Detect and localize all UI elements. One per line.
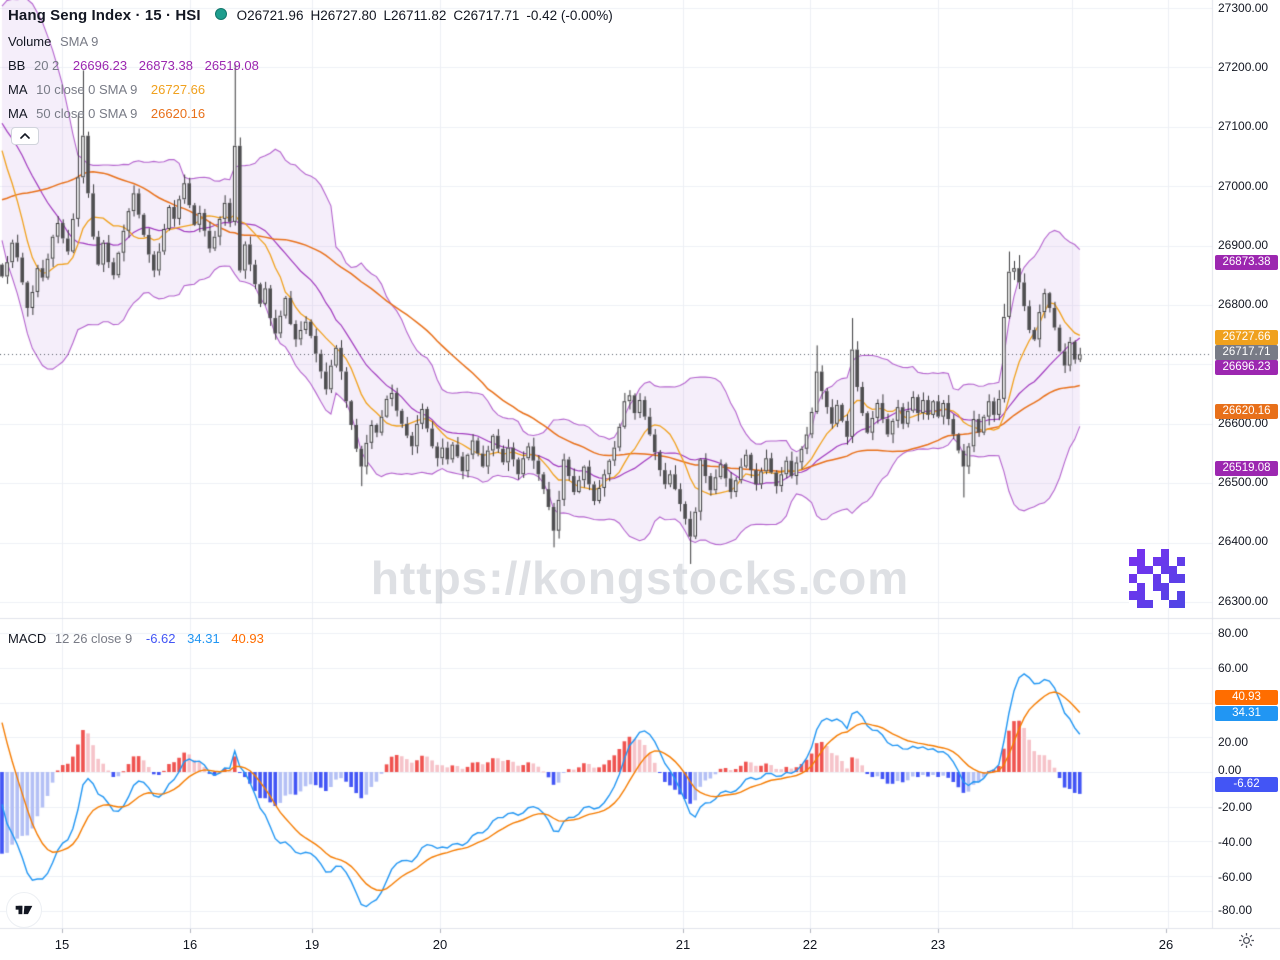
ohlc-close: C26717.71 [453, 8, 520, 23]
tradingview-logo-icon [15, 905, 33, 915]
macd-line-value: 34.31 [187, 631, 220, 646]
ohlc-change: -0.42 (-0.00%) [526, 8, 613, 23]
time-axis-label: 19 [304, 937, 320, 952]
indicator-name: MACD [8, 631, 47, 646]
indicator-row-volume[interactable]: Volume SMA 9 [8, 33, 108, 50]
symbol-title[interactable]: Hang Seng Index · 15 · HSI [8, 7, 201, 24]
price-badge: 26873.38 [1215, 254, 1278, 270]
indicator-params: 10 close 0 SMA 9 [36, 82, 138, 97]
price-axis-tick-label: 26800.00 [1218, 297, 1269, 311]
indicator-params: SMA 9 [60, 34, 99, 49]
price-axis-tick-label: 27000.00 [1218, 179, 1269, 193]
indicator-name: MA [8, 106, 28, 121]
ma10-value: 26727.66 [150, 82, 206, 97]
macd-signal-value: 40.93 [231, 631, 264, 646]
macd-badge: 34.31 [1215, 705, 1278, 721]
macd-axis-tick-label: 60.00 [1218, 661, 1249, 675]
ohlc-open: O26721.96 [236, 8, 304, 23]
chevron-up-icon [20, 133, 30, 139]
indicator-params: 12 26 close 9 [54, 631, 133, 646]
price-badge: 26717.71 [1215, 344, 1278, 360]
price-badge: 26696.23 [1215, 359, 1278, 375]
time-axis-label: 16 [182, 937, 198, 952]
indicator-name: MA [8, 82, 28, 97]
indicator-params: 50 close 0 SMA 9 [36, 106, 138, 121]
indicator-row-bb[interactable]: BB 20 2 26696.23 26873.38 26519.08 [8, 57, 267, 74]
symbol-header-row: Hang Seng Index · 15 · HSI O26721.96 H2672… [8, 7, 620, 24]
price-axis-tick-label: 26600.00 [1218, 416, 1269, 430]
time-axis-label: 26 [1158, 937, 1174, 952]
time-axis-label: 22 [802, 937, 818, 952]
price-axis-tick-label: 27100.00 [1218, 119, 1269, 133]
macd-axis-tick-label: -60.00 [1218, 870, 1253, 884]
price-badge: 26519.08 [1215, 460, 1278, 476]
tradingview-logo[interactable] [6, 892, 42, 928]
bb-basis-value: 26696.23 [72, 58, 128, 73]
macd-axis-tick-label: -80.00 [1218, 903, 1253, 917]
macd-badge: 40.93 [1215, 689, 1278, 705]
bb-upper-value: 26873.38 [138, 58, 193, 73]
indicator-params: 20 2 [33, 58, 60, 73]
settings-gear-icon[interactable] [1235, 929, 1257, 951]
price-axis-tick-label: 26900.00 [1218, 238, 1269, 252]
gear-icon [1238, 932, 1254, 948]
time-axis-label: 15 [54, 937, 70, 952]
macd-badge: -6.62 [1215, 776, 1278, 792]
time-axis-label: 20 [432, 937, 448, 952]
macd-axis-tick-label: 20.00 [1218, 735, 1249, 749]
qr-pixel-logo-icon [1129, 549, 1185, 608]
ohlc-low: L26711.82 [383, 8, 447, 23]
indicator-name: BB [8, 58, 26, 73]
collapse-indicators-button[interactable] [11, 127, 39, 145]
price-axis-tick-label: 26400.00 [1218, 534, 1269, 548]
price-axis-tick-label: 27300.00 [1218, 1, 1269, 15]
ma50-value: 26620.16 [150, 106, 206, 121]
macd-axis-tick-label: -20.00 [1218, 800, 1253, 814]
ohlc-high: H26727.80 [310, 8, 377, 23]
macd-hist-value: -6.62 [145, 631, 176, 646]
price-badge: 26620.16 [1215, 403, 1278, 419]
time-axis-label: 21 [675, 937, 691, 952]
market-status-icon [214, 8, 227, 20]
macd-axis-tick-label: -40.00 [1218, 835, 1253, 849]
price-badge: 26727.66 [1215, 329, 1278, 345]
time-axis-label: 23 [930, 937, 946, 952]
macd-axis-tick-label: 80.00 [1218, 626, 1249, 640]
price-axis-tick-label: 26300.00 [1218, 594, 1269, 608]
indicator-name: Volume [8, 34, 52, 49]
indicator-row-ma50[interactable]: MA 50 close 0 SMA 9 26620.16 [8, 105, 213, 122]
macd-axis-tick-label: 0.00 [1218, 763, 1242, 777]
price-axis-tick-label: 27200.00 [1218, 60, 1269, 74]
bb-lower-value: 26519.08 [204, 58, 259, 73]
indicator-row-macd[interactable]: MACD 12 26 close 9 -6.62 34.31 40.93 [8, 630, 272, 647]
price-axis-tick-label: 26500.00 [1218, 475, 1269, 489]
indicator-row-ma10[interactable]: MA 10 close 0 SMA 9 26727.66 [8, 81, 213, 98]
